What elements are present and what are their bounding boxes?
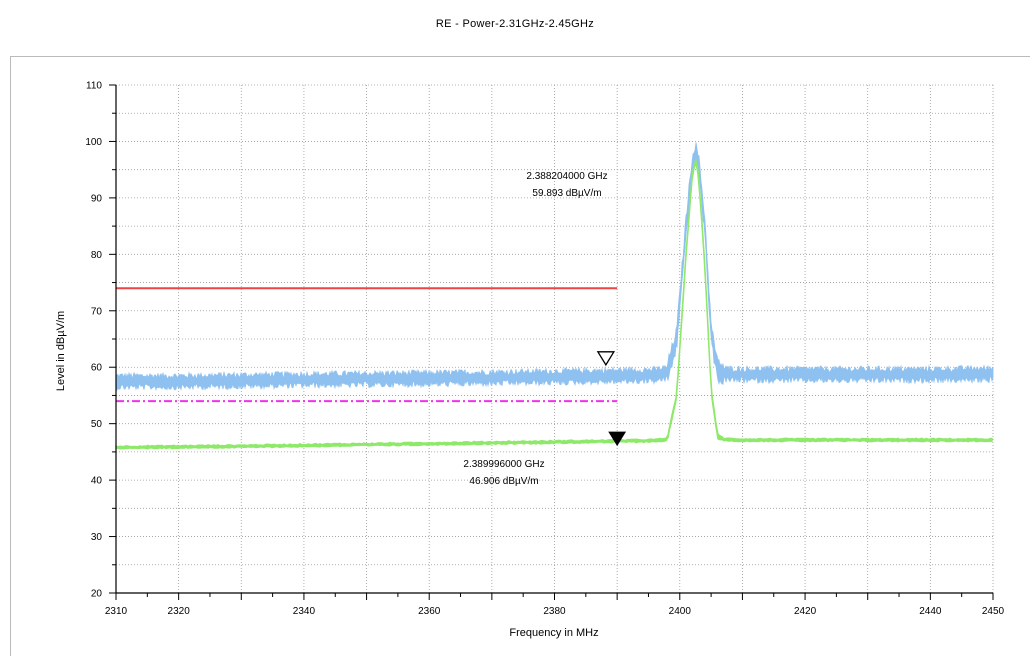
y-tick-label: 110: [86, 81, 102, 92]
y-tick-label: 70: [91, 306, 103, 317]
x-tick-label: 2340: [293, 606, 316, 617]
y-tick-label: 60: [91, 363, 103, 374]
y-tick-label: 40: [91, 476, 103, 487]
x-tick-label: 2310: [105, 606, 128, 617]
marker2-freq-label: 2.389996000 GHz: [463, 459, 544, 470]
y-tick-label: 30: [91, 532, 103, 543]
traces: [115, 142, 994, 450]
x-tick-label: 2360: [418, 606, 441, 617]
average-trace: [115, 158, 993, 450]
y-tick-label: 20: [91, 589, 103, 600]
x-tick-label: 2380: [543, 606, 566, 617]
y-tick-label: 90: [91, 193, 103, 204]
axes: [109, 84, 994, 600]
markers: [596, 351, 627, 447]
marker1-open-triangle: [596, 351, 616, 367]
x-tick-label: 2400: [669, 606, 692, 617]
x-tick-label: 2320: [168, 606, 191, 617]
x-axis-label: Frequency in MHz: [509, 627, 598, 639]
y-axis-label: Level in dBµV/m: [55, 311, 67, 391]
chart-frame: [10, 56, 1030, 656]
x-tick-label: 2420: [794, 606, 817, 617]
marker2-level-label: 46.906 dBµV/m: [469, 476, 538, 487]
x-tick-label: 2440: [919, 606, 942, 617]
tick-labels: 2310 2320 2340 2360 2380 2400 2420 2440 2450 20 30…: [85, 81, 1004, 618]
y-tick-label: 50: [91, 419, 103, 430]
y-tick-label: 100: [85, 137, 102, 148]
x-tick-label: 2450: [982, 606, 1005, 617]
marker2-filled-triangle: [608, 431, 627, 447]
y-tick-label: 80: [91, 250, 103, 261]
limit-lines: [116, 287, 618, 403]
grid: [115, 84, 994, 594]
marker1-freq-label: 2.388204000 GHz: [526, 171, 607, 182]
peak-trace: [115, 142, 994, 392]
marker1-level-label: 59.893 dBµV/m: [532, 188, 601, 199]
chart-title: RE - Power-2.31GHz-2.45GHz: [435, 18, 595, 30]
